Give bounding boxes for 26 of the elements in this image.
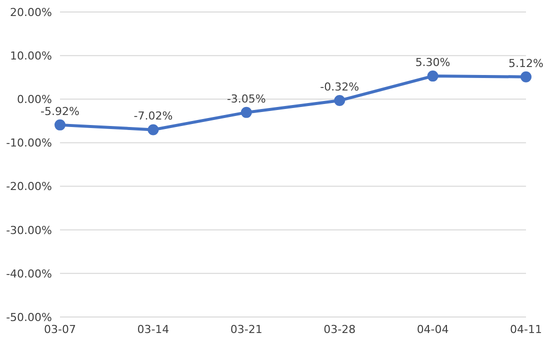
data-label: -0.32% — [320, 80, 360, 94]
point — [334, 95, 346, 106]
point — [240, 106, 252, 118]
data-label: -3.05% — [226, 92, 266, 106]
y-tick-label: 0.00% — [17, 93, 52, 106]
point — [520, 71, 532, 82]
point — [54, 119, 66, 130]
y-tick-label: -30.00% — [6, 224, 52, 237]
x-tick-label: 03-07 — [44, 322, 76, 336]
x-tick-label: 03-21 — [230, 322, 262, 336]
x-tick-label: 04-11 — [510, 322, 542, 336]
point — [148, 124, 159, 136]
point — [427, 70, 438, 82]
y-tick-label: -50.00% — [6, 310, 52, 324]
x-tick-label: 03-28 — [324, 322, 356, 336]
y-tick-label: -10.00% — [6, 136, 52, 150]
y-tick-label: -20.00% — [6, 180, 52, 194]
y-tick-label: 20.00% — [10, 6, 52, 19]
data-label: 5.12% — [508, 56, 544, 70]
y-tick-label: -40.00% — [6, 267, 52, 280]
x-tick-label: 04-04 — [416, 322, 449, 336]
y-tick-label: 10.00% — [10, 49, 52, 62]
data-label: -5.92% — [40, 104, 80, 118]
x-tick-label: 03-14 — [137, 322, 170, 336]
data-label: 5.30% — [415, 56, 450, 70]
data-label: -7.02% — [134, 110, 173, 123]
